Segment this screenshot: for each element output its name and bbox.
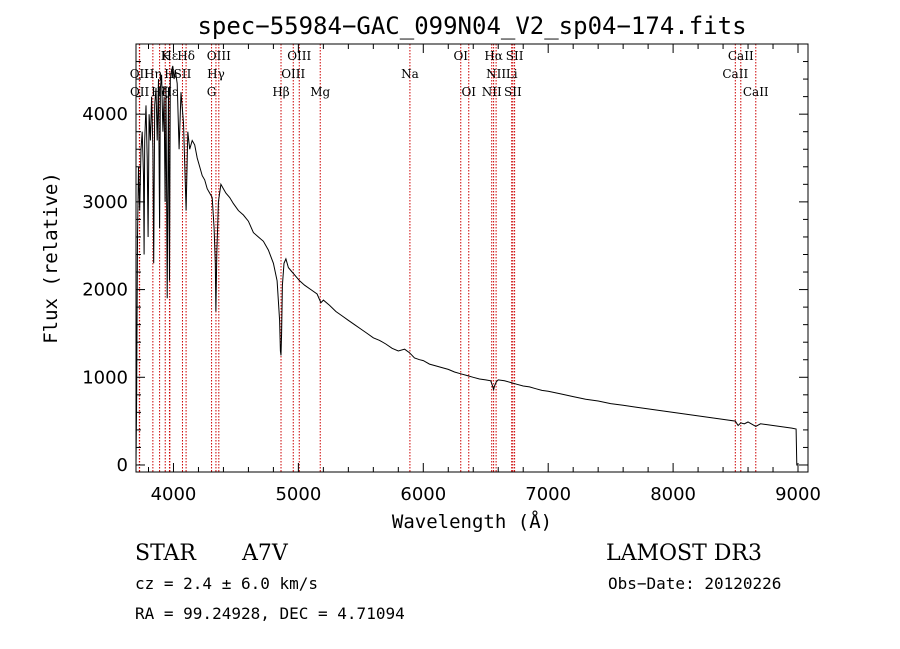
line-label: NII bbox=[486, 67, 506, 81]
line-label: OII bbox=[130, 85, 150, 99]
spectrum-line bbox=[135, 65, 798, 466]
y-tick-label: 0 bbox=[117, 455, 128, 476]
y-tick-label: 4000 bbox=[82, 104, 128, 125]
y-tick-label: 3000 bbox=[82, 192, 128, 213]
line-label: NII bbox=[482, 85, 502, 99]
y-tick-label: 1000 bbox=[82, 367, 128, 388]
plot-frame bbox=[135, 43, 809, 473]
y-tick-label: 2000 bbox=[82, 280, 128, 301]
line-label: H bbox=[164, 67, 174, 81]
line-label: OIII bbox=[207, 49, 231, 63]
x-tick-label: 9000 bbox=[775, 484, 821, 505]
line-label: SII bbox=[504, 85, 522, 99]
observation-date: Obs−Date: 20120226 bbox=[608, 574, 781, 593]
spectral-subclass: A7V bbox=[241, 541, 289, 566]
line-label: OI bbox=[461, 85, 476, 99]
line-label: Na bbox=[401, 67, 419, 81]
line-label: Hδ bbox=[177, 49, 195, 63]
x-tick-label: 4000 bbox=[151, 484, 197, 505]
x-tick-label: 5000 bbox=[275, 484, 321, 505]
line-label: G bbox=[207, 85, 217, 99]
line-label: Hβ bbox=[272, 85, 289, 99]
emission-line-markers bbox=[138, 44, 757, 472]
redshift-velocity: cz = 2.4 ± 6.0 km/s bbox=[135, 574, 318, 593]
object-class: STAR bbox=[135, 541, 197, 566]
axis-ticks: 4000 5000 6000 7000 8000 9000 0 1000 2000 3000 400… bbox=[82, 44, 821, 505]
line-label: OIII bbox=[287, 49, 311, 63]
line-label: SII bbox=[506, 49, 524, 63]
chart-title: spec−55984−GAC_099N04_V2_sp04−174.fits bbox=[197, 12, 746, 40]
survey-name: LAMOST DR3 bbox=[606, 541, 762, 566]
line-label: OII bbox=[130, 67, 150, 81]
line-label: Hα bbox=[484, 49, 503, 63]
line-label: OI bbox=[453, 49, 468, 63]
line-label: Hη bbox=[144, 67, 162, 81]
line-label: CaII bbox=[722, 67, 748, 81]
line-label: SII bbox=[174, 67, 192, 81]
x-axis-label: Wavelength (Å) bbox=[392, 510, 552, 533]
y-axis-label: Flux (relative) bbox=[40, 172, 62, 344]
line-label: Hγ bbox=[207, 67, 225, 81]
line-label: K bbox=[161, 49, 171, 63]
x-tick-label: 8000 bbox=[650, 484, 696, 505]
line-label: CaII bbox=[743, 85, 769, 99]
line-label: OIII bbox=[281, 67, 305, 81]
line-label: CaII bbox=[728, 49, 754, 63]
x-tick-label: 7000 bbox=[525, 484, 571, 505]
line-label: Li bbox=[506, 67, 518, 81]
line-label: Mg bbox=[310, 85, 330, 99]
sky-coordinates: RA = 99.24928, DEC = 4.71094 bbox=[135, 604, 405, 623]
x-tick-label: 6000 bbox=[400, 484, 446, 505]
